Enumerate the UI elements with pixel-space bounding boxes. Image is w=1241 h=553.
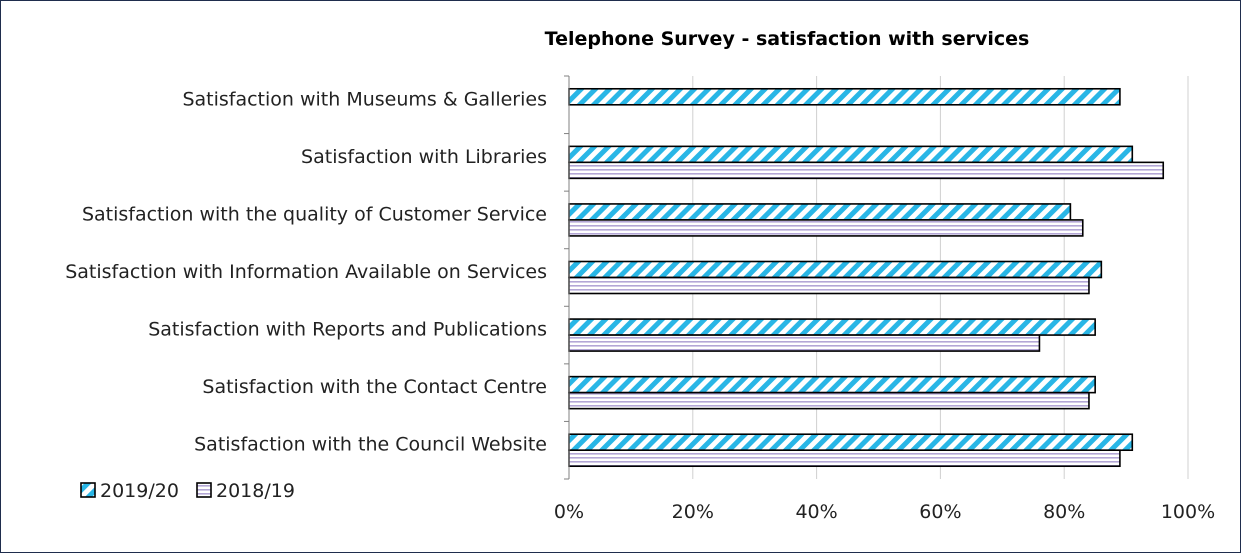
x-tick-label: 40% [795,501,837,523]
x-tick-labels: 0% 20% 40% 60% 80% 100% [554,501,1215,523]
legend-swatch [80,482,96,498]
category-label: Satisfaction with Libraries [301,146,547,168]
bar [568,87,1121,106]
chart-title: Telephone Survey - satisfaction with ser… [545,28,1030,50]
category-label: Satisfaction with the Contact Centre [202,376,547,398]
bar [568,318,1096,336]
x-tick-label: 60% [919,501,961,523]
legend: 2019/20 2018/19 [80,480,295,502]
bar [568,145,1134,164]
bar [568,375,1096,394]
x-tick-label: 20% [672,501,714,523]
category-label: Satisfaction with Information Available … [65,261,547,283]
x-tick-label: 0% [554,501,584,523]
category-label: Satisfaction with the quality of Custome… [82,203,547,225]
bar [568,219,1084,237]
bar [568,449,1121,468]
category-label: Satisfaction with Reports and Publicatio… [148,319,547,341]
legend-label: 2019/20 [100,480,179,502]
bar [568,433,1134,452]
axes [564,75,570,480]
bar [568,334,1041,352]
x-tick-label: 80% [1043,501,1085,523]
legend-label: 2018/19 [216,480,295,502]
x-tick-label: 100% [1161,501,1215,523]
legend-swatch [196,482,212,498]
bar [568,161,1165,180]
category-label: Satisfaction with Museums & Galleries [182,88,547,110]
bars [568,87,1165,468]
bar [568,276,1090,295]
category-label: Satisfaction with the Council Website [194,434,547,456]
bar [568,391,1090,410]
category-labels: Satisfaction with Museums & Galleries Sat… [65,88,547,455]
bar [568,260,1103,279]
bar [568,203,1072,221]
